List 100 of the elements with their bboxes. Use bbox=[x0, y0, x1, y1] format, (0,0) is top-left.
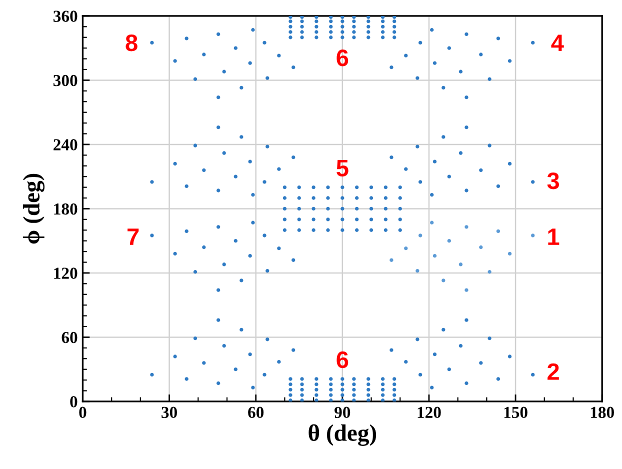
point bbox=[398, 218, 402, 222]
point bbox=[297, 228, 301, 232]
point bbox=[234, 238, 238, 243]
point bbox=[326, 218, 330, 222]
point bbox=[366, 30, 370, 34]
point bbox=[216, 288, 220, 292]
point bbox=[430, 28, 434, 32]
point bbox=[352, 30, 356, 34]
point bbox=[380, 16, 385, 19]
point bbox=[352, 36, 356, 40]
point bbox=[380, 398, 385, 402]
point bbox=[416, 76, 420, 80]
point bbox=[248, 352, 252, 356]
point bbox=[277, 167, 281, 171]
point bbox=[496, 36, 500, 40]
point bbox=[300, 377, 304, 381]
point bbox=[352, 19, 356, 24]
point bbox=[329, 377, 333, 381]
x-tick-label: 60 bbox=[248, 406, 264, 418]
point bbox=[418, 40, 422, 45]
point bbox=[366, 36, 370, 40]
x-tick-label: 90 bbox=[334, 406, 350, 418]
annotation: 4 bbox=[551, 34, 564, 51]
point bbox=[329, 36, 333, 40]
point bbox=[416, 268, 420, 273]
point bbox=[392, 24, 396, 28]
point bbox=[193, 77, 198, 81]
point bbox=[352, 393, 356, 397]
point bbox=[369, 228, 374, 232]
point bbox=[300, 24, 304, 28]
y-tick-label: 180 bbox=[54, 203, 78, 215]
point bbox=[432, 61, 437, 65]
point bbox=[404, 360, 408, 364]
point bbox=[150, 180, 154, 184]
point bbox=[369, 206, 374, 211]
point bbox=[329, 398, 333, 402]
point bbox=[398, 196, 402, 200]
x-axis-title: θ (deg) bbox=[308, 424, 376, 446]
point bbox=[173, 59, 177, 63]
point bbox=[288, 398, 292, 402]
point bbox=[508, 162, 512, 166]
point bbox=[184, 229, 188, 234]
point bbox=[355, 196, 359, 200]
point bbox=[432, 160, 437, 164]
point bbox=[266, 76, 270, 80]
point bbox=[314, 19, 318, 24]
point bbox=[390, 66, 394, 70]
point bbox=[312, 228, 316, 232]
point bbox=[262, 40, 266, 45]
point bbox=[392, 30, 396, 34]
point bbox=[380, 19, 385, 24]
point bbox=[292, 348, 296, 352]
point bbox=[488, 270, 492, 274]
point bbox=[392, 382, 396, 386]
point bbox=[340, 30, 344, 34]
point bbox=[508, 354, 512, 358]
point bbox=[314, 24, 318, 28]
point bbox=[458, 344, 463, 348]
point bbox=[266, 144, 270, 148]
point bbox=[282, 218, 287, 222]
point bbox=[251, 28, 255, 32]
point bbox=[340, 218, 344, 222]
point bbox=[430, 192, 434, 197]
point bbox=[262, 180, 266, 184]
point bbox=[458, 262, 463, 266]
point bbox=[447, 174, 452, 178]
point bbox=[234, 174, 238, 178]
point bbox=[392, 36, 396, 40]
point bbox=[404, 167, 408, 171]
point bbox=[314, 377, 318, 381]
point bbox=[312, 196, 316, 200]
point bbox=[340, 382, 344, 386]
point bbox=[447, 238, 452, 243]
point bbox=[329, 30, 333, 34]
point bbox=[329, 393, 333, 397]
point bbox=[384, 228, 388, 232]
point bbox=[248, 61, 252, 65]
point bbox=[392, 388, 396, 392]
point bbox=[173, 354, 177, 358]
point bbox=[384, 218, 388, 222]
point bbox=[266, 338, 270, 342]
point bbox=[340, 398, 344, 402]
x-tick-label: 120 bbox=[418, 406, 441, 418]
point bbox=[297, 218, 301, 222]
point bbox=[355, 206, 359, 211]
point bbox=[314, 398, 318, 402]
point bbox=[193, 144, 198, 148]
point bbox=[150, 234, 154, 238]
point bbox=[216, 318, 220, 322]
point bbox=[488, 336, 492, 340]
point bbox=[340, 393, 344, 397]
point bbox=[447, 46, 452, 50]
point bbox=[531, 40, 535, 45]
point bbox=[282, 206, 287, 211]
point bbox=[398, 206, 402, 211]
point bbox=[326, 206, 330, 211]
point bbox=[398, 185, 402, 190]
point bbox=[479, 52, 483, 56]
point bbox=[202, 168, 206, 172]
y-axis-title: ϕ (deg) bbox=[22, 174, 45, 244]
